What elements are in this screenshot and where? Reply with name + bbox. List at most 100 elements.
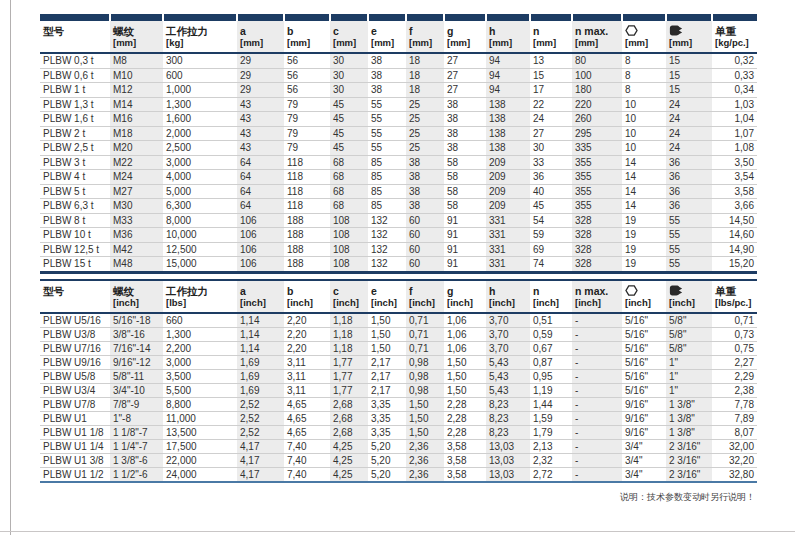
spec-cell: PLBW 1 t <box>40 83 110 98</box>
column-header-a: a[inch] <box>237 280 284 313</box>
spec-cell: 1,77 <box>330 355 368 369</box>
spec-cell: PLBW U7/8 <box>40 397 110 411</box>
spec-cell: 94 <box>486 83 530 98</box>
spec-cell: 106 <box>237 228 284 243</box>
spec-cell: 3,11 <box>284 355 330 369</box>
spec-cell: - <box>572 327 622 341</box>
column-label: e <box>371 285 404 297</box>
column-header-f: f[mm] <box>406 21 444 53</box>
table-row: PLBW 2,5 tM202,5004379455525381383033510… <box>40 141 757 156</box>
spec-cell: 2,52 <box>237 425 284 439</box>
spec-cell: 188 <box>284 213 330 228</box>
spec-cell: 2,27 <box>712 355 757 369</box>
column-header-b: b[inch] <box>284 280 330 313</box>
column-label: f <box>409 25 442 37</box>
spec-cell: 29 <box>237 68 284 83</box>
spec-cell: 15,20 <box>712 257 757 273</box>
spec-cell: 2,17 <box>368 383 406 397</box>
spec-cell: 132 <box>368 228 406 243</box>
spec-cell: 118 <box>284 155 330 170</box>
spec-cell: 188 <box>284 228 330 243</box>
table-row: PLBW 10 tM3610,0001061881081326091331593… <box>40 228 757 243</box>
table-row: PLBW 4 tM244,000641186885385820936355143… <box>40 170 757 185</box>
spec-cell: 79 <box>284 97 330 112</box>
spec-cell: 8 <box>622 68 666 83</box>
spec-cell: 3,35 <box>368 425 406 439</box>
spec-cell: 11,000 <box>163 411 237 425</box>
spec-cell: 91 <box>444 257 486 273</box>
spec-cell: PLBW U1 1/8 <box>40 425 110 439</box>
spec-cell: 13,03 <box>486 467 530 482</box>
spec-cell: 1,79 <box>530 425 572 439</box>
column-label: n max. <box>575 285 620 297</box>
spec-cell: 45 <box>330 112 368 127</box>
spec-cell: 80 <box>572 53 622 68</box>
column-label: a <box>240 25 282 37</box>
spec-cell: 660 <box>163 313 237 328</box>
spec-cell: 1,69 <box>237 383 284 397</box>
column-label: c <box>333 25 366 37</box>
spec-cell: 1,50 <box>444 369 486 383</box>
column-header-b: b[mm] <box>284 21 330 53</box>
spec-cell: 106 <box>237 213 284 228</box>
spec-cell: 60 <box>406 242 444 257</box>
spec-cell: 1,50 <box>406 425 444 439</box>
spec-cell: 27 <box>530 126 572 141</box>
spec-cell: 3,58 <box>712 184 757 199</box>
spec-cell: 335 <box>572 141 622 156</box>
spec-cell: 2,20 <box>284 313 330 328</box>
spec-cell: M36 <box>110 228 163 243</box>
spec-cell: 0,98 <box>406 383 444 397</box>
spec-cell: 14 <box>622 170 666 185</box>
spec-cell: 3,54 <box>712 170 757 185</box>
spec-cell: 5/8" <box>666 327 712 341</box>
table-row: PLBW 15 tM4815,0001061881081326091331743… <box>40 257 757 273</box>
spec-cell: 4,65 <box>284 425 330 439</box>
spec-cell: 0,71 <box>406 327 444 341</box>
spec-cell: 1" <box>666 355 712 369</box>
spec-cell: 33 <box>530 155 572 170</box>
spec-cell: M14 <box>110 97 163 112</box>
spec-cell: 7,40 <box>284 453 330 467</box>
spec-cell: 8,800 <box>163 397 237 411</box>
spec-cell: - <box>572 411 622 425</box>
table-row: PLBW U7/87/8"-98,8002,524,652,683,351,50… <box>40 397 757 411</box>
spec-cell: 2,500 <box>163 141 237 156</box>
spec-cell: 24,000 <box>163 467 237 482</box>
column-unit: [mm] <box>625 37 664 49</box>
spec-cell: 3,35 <box>368 397 406 411</box>
spec-cell: 1,300 <box>163 327 237 341</box>
spec-cell: 3,11 <box>284 383 330 397</box>
spec-cell: 3,000 <box>163 355 237 369</box>
spec-cell: 22,000 <box>163 453 237 467</box>
spec-cell: PLBW 5 t <box>40 184 110 199</box>
spec-cell: 2,52 <box>237 411 284 425</box>
spec-cell: 15 <box>666 53 712 68</box>
spec-cell: PLBW 3 t <box>40 155 110 170</box>
column-unit: [mm] <box>409 37 442 49</box>
spec-cell: M48 <box>110 257 163 273</box>
column-label: 单重 <box>715 285 755 297</box>
top-bar-segment <box>486 14 530 21</box>
table-top-bar <box>40 14 757 21</box>
column-label: h <box>489 285 528 297</box>
spec-cell: 13,500 <box>163 425 237 439</box>
spec-cell: 2,28 <box>444 397 486 411</box>
spec-cell: 79 <box>284 141 330 156</box>
spec-cell: 91 <box>444 228 486 243</box>
spec-cell: 8 <box>622 53 666 68</box>
spec-cell: 5,20 <box>368 453 406 467</box>
spec-cell: 38 <box>406 199 444 214</box>
spec-cell: PLBW 0,6 t <box>40 68 110 83</box>
spec-cell: M24 <box>110 170 163 185</box>
spec-cell: 0,71 <box>406 341 444 355</box>
spec-cell: M42 <box>110 242 163 257</box>
spec-cell: 8 <box>622 83 666 98</box>
spec-cell: 14 <box>622 199 666 214</box>
spec-cell: 1,06 <box>444 327 486 341</box>
spec-cell: 56 <box>284 68 330 83</box>
spec-cell: 43 <box>237 112 284 127</box>
spec-cell: 58 <box>444 184 486 199</box>
spec-cell: 58 <box>444 199 486 214</box>
column-label: n max. <box>575 25 620 37</box>
